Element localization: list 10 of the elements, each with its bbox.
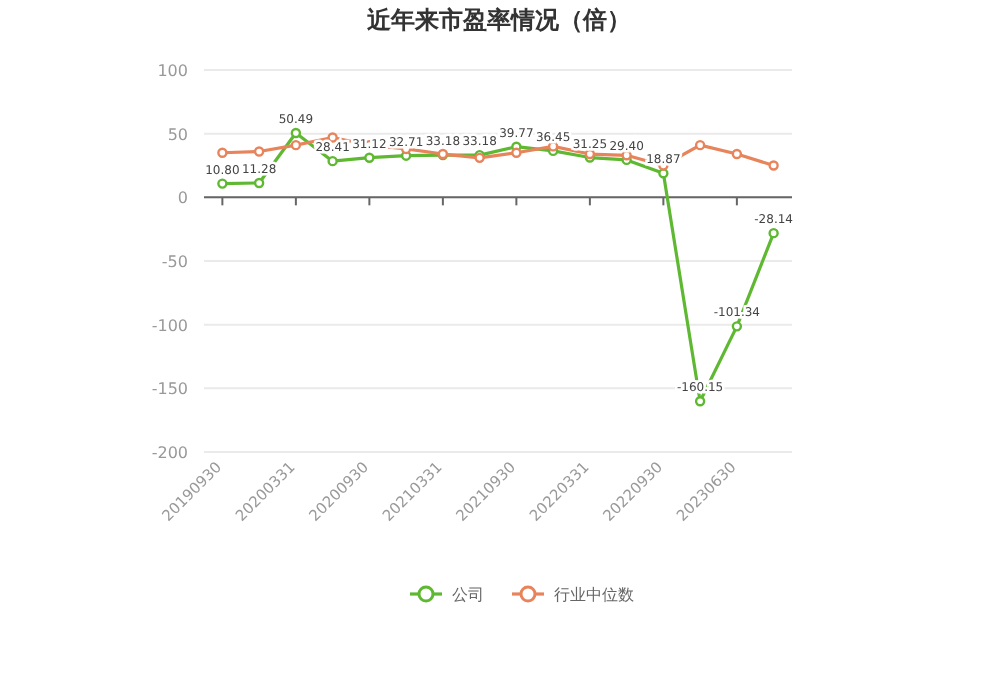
y-tick-label: -50 [161, 253, 188, 271]
legend-label: 行业中位数 [554, 586, 634, 604]
y-tick-label: -100 [151, 316, 188, 335]
legend-label: 公司 [452, 586, 484, 604]
y-tick-label: 0 [177, 189, 188, 208]
y-tick-label: 100 [157, 62, 188, 80]
chart-title: 近年来市盈率情况（倍） [365, 6, 631, 34]
y-tick-label: -150 [151, 380, 188, 399]
y-tick-label: -200 [151, 444, 188, 462]
y-tick-label: 50 [167, 125, 188, 144]
